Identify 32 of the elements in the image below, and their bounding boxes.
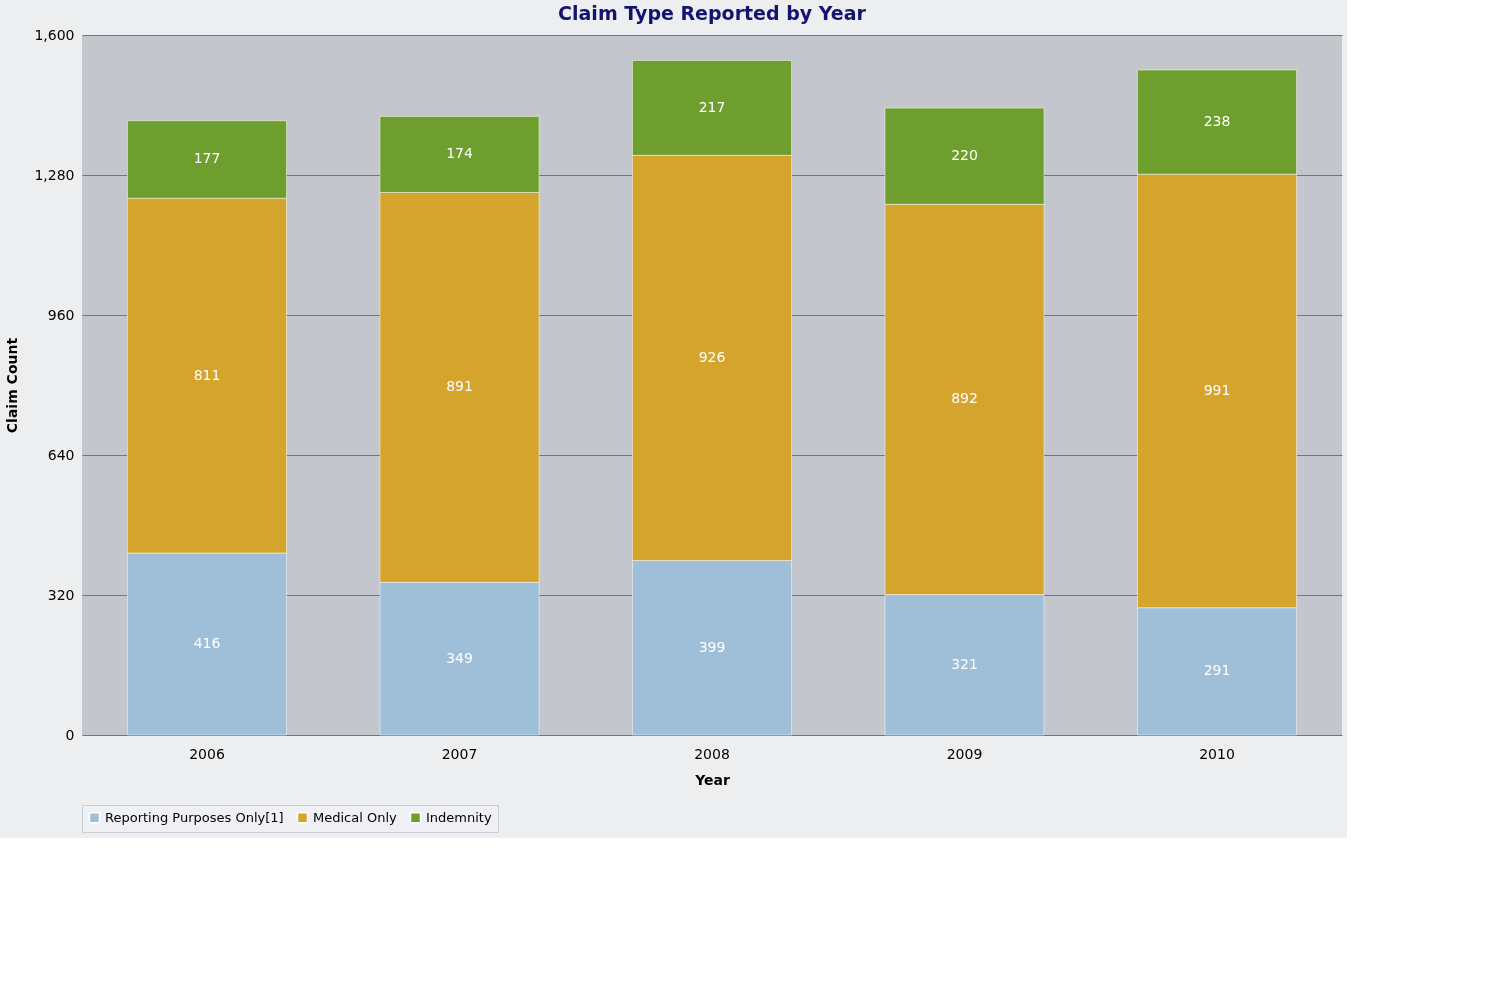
data-label: 349 [446, 649, 473, 666]
data-label: 926 [698, 348, 726, 365]
data-label: 174 [446, 145, 473, 162]
data-label: 321 [951, 655, 978, 672]
x-tick-label: 2006 [189, 745, 225, 762]
data-label: 991 [1203, 381, 1231, 398]
legend-label: Reporting Purposes Only[1] [105, 809, 284, 825]
data-label: 416 [193, 635, 221, 651]
y-axis-title: Claim Count [4, 337, 21, 434]
data-label: 291 [1203, 662, 1231, 679]
y-tick-label: 320 [47, 586, 75, 603]
data-label: 811 [193, 366, 221, 383]
data-label: 891 [446, 378, 473, 395]
y-tick-label: 0 [65, 726, 75, 743]
y-tick-label: 1,600 [34, 26, 75, 43]
data-label: 892 [951, 390, 978, 407]
chart-title: Claim Type Reported by Year [558, 2, 867, 24]
x-tick-label: 2007 [441, 745, 478, 762]
data-label: 220 [951, 147, 978, 164]
x-tick-label: 2010 [1199, 745, 1235, 762]
legend-label: Medical Only [313, 809, 398, 825]
x-tick-label: 2009 [946, 745, 983, 762]
data-label: 217 [698, 98, 726, 115]
data-label: 238 [1203, 113, 1231, 130]
y-tick-label: 640 [47, 446, 75, 463]
x-axis-title: Year [694, 771, 730, 788]
data-label: 177 [193, 150, 221, 167]
y-tick-label: 960 [47, 306, 75, 323]
x-tick-label: 2008 [694, 745, 730, 762]
y-tick-label: 1,280 [34, 166, 75, 183]
data-label: 399 [698, 638, 726, 655]
legend-label: Indemnity [426, 809, 492, 825]
